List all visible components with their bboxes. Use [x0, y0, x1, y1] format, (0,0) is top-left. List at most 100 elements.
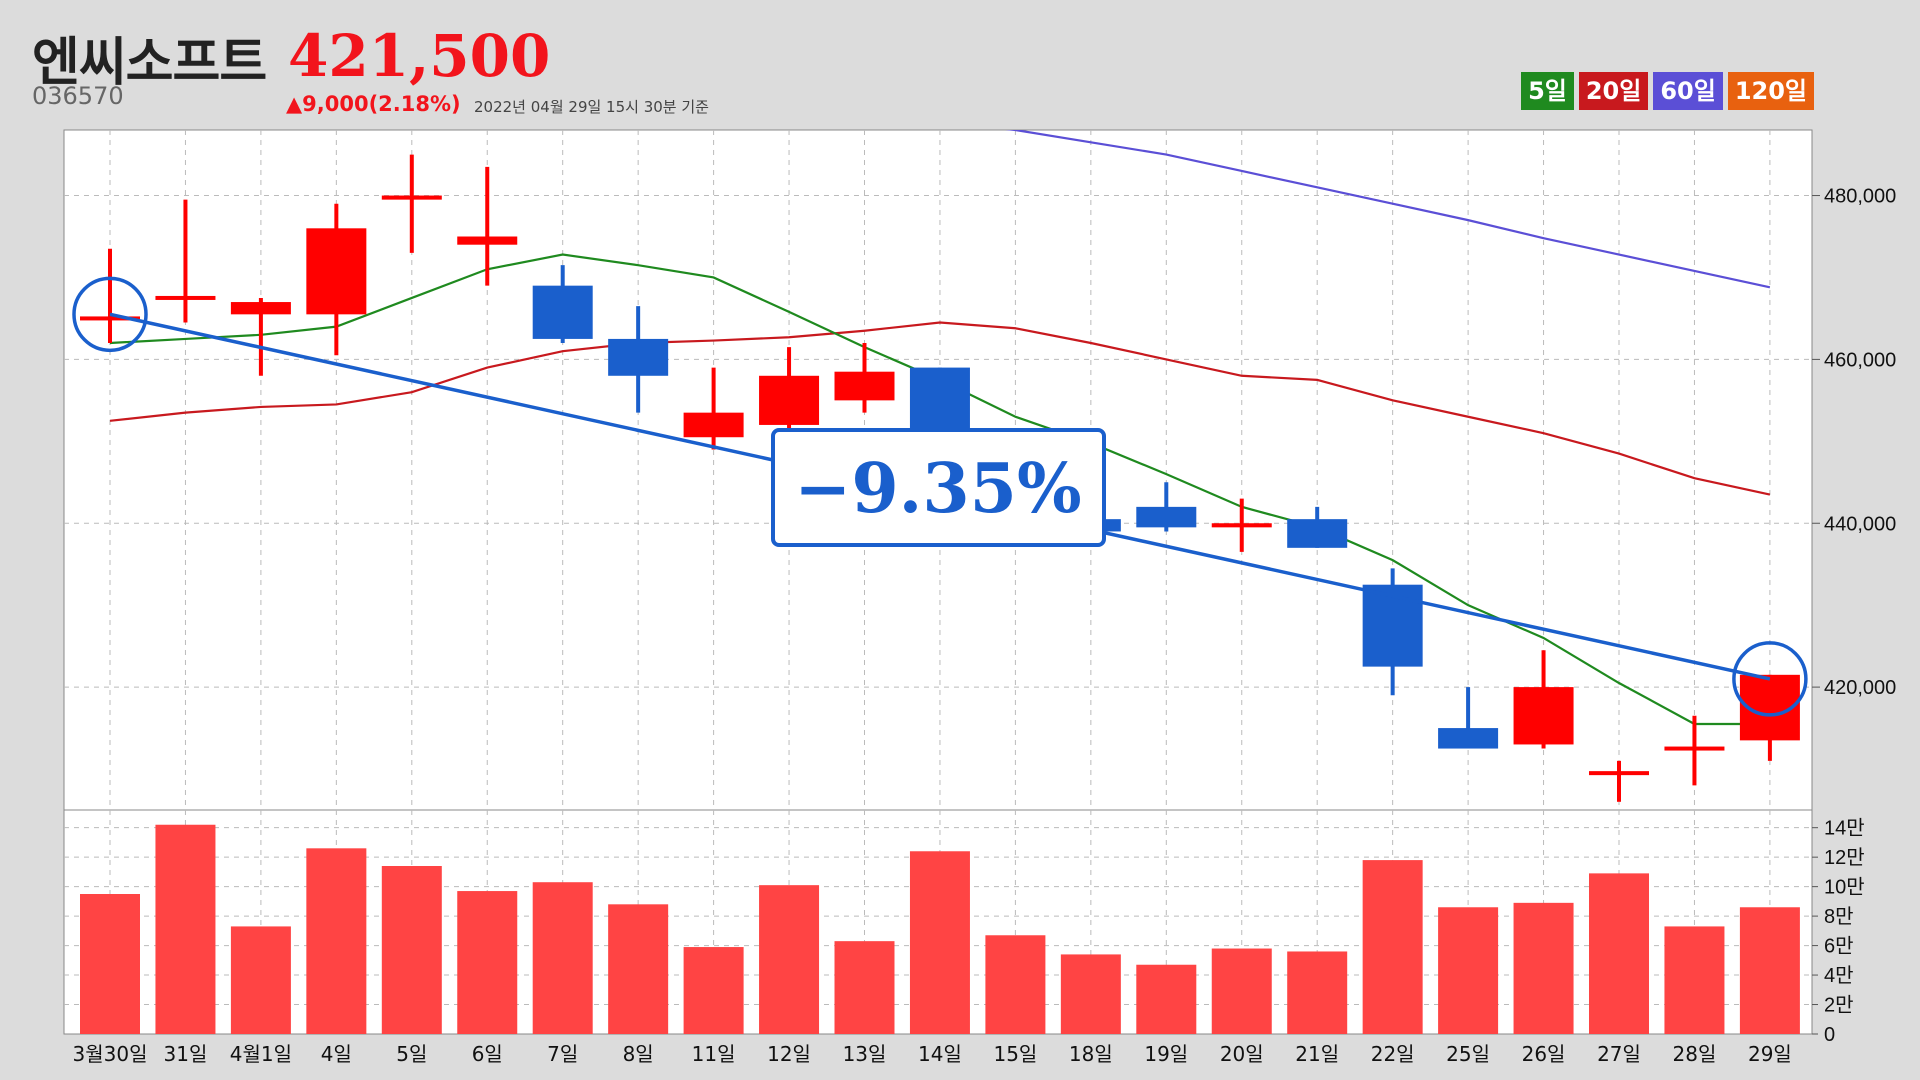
candle-body — [532, 285, 593, 339]
candle — [457, 166, 518, 286]
candle-body — [1362, 584, 1423, 667]
candle — [834, 343, 895, 413]
x-tick-label: 8일 — [623, 1042, 654, 1066]
ma60-line — [1005, 130, 1771, 289]
x-tick-label: 25일 — [1446, 1042, 1490, 1066]
volume-bar — [1211, 948, 1272, 1034]
candle — [759, 347, 820, 438]
vol-tick-label: 0 — [1824, 1024, 1835, 1046]
volume-bars — [80, 824, 1800, 1034]
marker-circle — [72, 276, 148, 353]
x-tick-label: 28일 — [1673, 1042, 1717, 1066]
candle — [1513, 650, 1574, 749]
x-tick-label: 20일 — [1220, 1042, 1264, 1066]
legend-ma60[interactable]: 60일 — [1653, 72, 1723, 110]
stock-code: 036570 — [32, 82, 124, 110]
x-tick-label: 18일 — [1069, 1042, 1113, 1066]
x-tick-label: 14일 — [918, 1042, 962, 1066]
candle — [381, 154, 442, 253]
x-tick-label: 19일 — [1144, 1042, 1188, 1066]
callout-text: −9.35% — [794, 449, 1081, 529]
candle-body — [834, 371, 895, 401]
current-price: 421,500 — [288, 22, 551, 90]
candle — [683, 367, 744, 450]
timestamp: 2022년 04월 29일 15시 30분 기준 — [474, 98, 709, 116]
volume-bar — [1060, 954, 1121, 1034]
candle — [1664, 715, 1725, 786]
x-tick-label: 29일 — [1748, 1042, 1792, 1066]
volume-bar — [834, 941, 895, 1034]
candle-body — [1513, 687, 1574, 745]
volume-bar — [1664, 926, 1725, 1034]
volume-bar — [80, 894, 140, 1034]
x-tick-label: 27일 — [1597, 1042, 1641, 1066]
volume-bar — [608, 904, 669, 1034]
volume-bar — [909, 851, 970, 1034]
vol-tick-label: 8만 — [1824, 905, 1854, 928]
candle — [1211, 498, 1272, 552]
volume-bar — [1739, 907, 1800, 1034]
x-tick-label: 26일 — [1522, 1042, 1566, 1066]
stock-name: 엔씨소프트 — [32, 33, 267, 93]
x-tick-label: 4일 — [321, 1042, 352, 1066]
volume-bar — [532, 882, 593, 1034]
candle-body — [155, 295, 216, 300]
candle-body — [306, 228, 367, 315]
x-tick-label: 15일 — [993, 1042, 1037, 1066]
candle-body — [230, 302, 291, 315]
x-tick-label: 12일 — [767, 1042, 811, 1066]
candle-body — [608, 338, 669, 376]
candle — [1589, 760, 1649, 802]
y-tick-label: 460,000 — [1824, 349, 1896, 371]
candle-body — [1287, 519, 1348, 548]
volume-bar — [1438, 907, 1499, 1034]
candle-body — [80, 316, 140, 321]
candle — [80, 248, 140, 344]
marker-circle — [1732, 641, 1808, 717]
candle — [608, 306, 669, 413]
legend-ma5[interactable]: 5일 — [1521, 72, 1574, 110]
candle — [1362, 568, 1423, 696]
candle — [155, 199, 216, 323]
x-tick-label: 22일 — [1371, 1042, 1415, 1066]
candle-body — [1438, 728, 1499, 749]
candle-body — [759, 375, 820, 425]
volume-bar — [1362, 860, 1423, 1034]
x-tick-label: 21일 — [1295, 1042, 1339, 1066]
candle — [1438, 687, 1499, 749]
candle-body — [1589, 771, 1649, 776]
legend-ma20[interactable]: 20일 — [1578, 72, 1649, 110]
change-callout: −9.35% — [771, 428, 1106, 547]
volume-bar — [1136, 964, 1197, 1034]
x-tick-label: 13일 — [843, 1042, 887, 1066]
volume-bar — [985, 935, 1046, 1034]
volume-bar — [230, 926, 291, 1034]
x-tick-label: 3월30일 — [73, 1042, 148, 1066]
vol-tick-label: 4만 — [1824, 964, 1854, 987]
volume-bar — [381, 866, 442, 1034]
x-tick-label: 7일 — [547, 1042, 578, 1066]
axes: 3월30일 31일 4월1일 4일 5일 6일 7일 8일 11일 12일 13일 14일 15일 18일… — [73, 186, 1897, 1066]
x-tick-label: 4월1일 — [230, 1042, 292, 1066]
vol-tick-label: 12만 — [1824, 846, 1865, 869]
volume-bar — [1287, 951, 1348, 1034]
candle — [230, 297, 291, 376]
volume-bar — [1589, 873, 1649, 1034]
vol-tick-label: 10만 — [1824, 876, 1865, 899]
volume-bar — [759, 885, 820, 1034]
candle-body — [683, 412, 744, 438]
volume-bar — [155, 824, 216, 1034]
candle — [532, 265, 593, 344]
y-tick-label: 480,000 — [1824, 186, 1896, 208]
price-change: ▲9,000(2.18%) — [286, 92, 461, 116]
ma20-line — [109, 321, 1771, 496]
volume-bar — [306, 848, 367, 1034]
x-tick-label: 31일 — [164, 1042, 208, 1066]
candle — [1136, 482, 1197, 532]
ma-legend: 5일 20일 60일 120일 — [1521, 72, 1814, 110]
legend-ma120[interactable]: 120일 — [1727, 72, 1814, 110]
candle-body — [1136, 506, 1197, 528]
candle-body — [457, 236, 518, 245]
vol-tick-label: 6만 — [1824, 935, 1854, 958]
